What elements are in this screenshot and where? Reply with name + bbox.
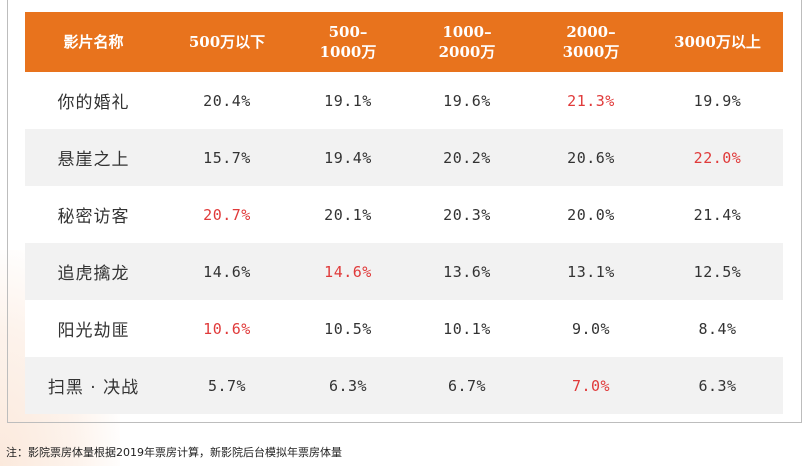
film-name-cell: 秘密访客 [25,186,162,243]
header-tier-under-500w: 500万以下 [162,12,292,72]
header-tier-1000-2000w: 1000– 2000万 [404,12,530,72]
share-cell: 20.0% [530,186,652,243]
table-row: 追虎擒龙 14.6% 14.6% 13.6% 13.1% 12.5% [25,243,783,300]
share-cell: 6.7% [404,357,530,414]
table-frame [7,0,802,423]
share-cell: 21.4% [652,186,783,243]
share-cell: 10.1% [404,300,530,357]
header-tier-500-1000w: 500– 1000万 [292,12,404,72]
share-cell: 6.3% [292,357,404,414]
header-film-name: 影片名称 [25,12,162,72]
table-row: 扫黑 · 决战 5.7% 6.3% 6.7% 7.0% 6.3% [25,357,783,414]
share-cell: 13.1% [530,243,652,300]
share-cell: 15.7% [162,129,292,186]
share-cell: 6.3% [652,357,783,414]
film-name-cell: 阳光劫匪 [25,300,162,357]
share-cell: 5.7% [162,357,292,414]
share-cell: 20.1% [292,186,404,243]
film-name-cell: 悬崖之上 [25,129,162,186]
share-cell: 7.0% [530,357,652,414]
table-row: 阳光劫匪 10.6% 10.5% 10.1% 9.0% 8.4% [25,300,783,357]
share-cell: 9.0% [530,300,652,357]
table-row: 秘密访客 20.7% 20.1% 20.3% 20.0% 21.4% [25,186,783,243]
header-tier-over-3000w: 3000万以上 [652,12,783,72]
share-cell: 20.7% [162,186,292,243]
share-cell: 12.5% [652,243,783,300]
table-header-row: 影片名称 500万以下 500– 1000万 1000– 2000万 2000– 30… [25,12,783,72]
header-tier-2000-3000w: 2000– 3000万 [530,12,652,72]
share-cell: 22.0% [652,129,783,186]
share-cell: 10.6% [162,300,292,357]
table-row: 悬崖之上 15.7% 19.4% 20.2% 20.6% 22.0% [25,129,783,186]
share-cell: 19.9% [652,72,783,129]
share-cell: 19.6% [404,72,530,129]
share-cell: 19.4% [292,129,404,186]
share-cell: 20.3% [404,186,530,243]
share-cell: 13.6% [404,243,530,300]
share-cell: 10.5% [292,300,404,357]
box-office-share-table: 影片名称 500万以下 500– 1000万 1000– 2000万 2000– 30… [25,12,783,414]
film-name-cell: 扫黑 · 决战 [25,357,162,414]
share-cell: 14.6% [292,243,404,300]
film-name-cell: 追虎擒龙 [25,243,162,300]
share-cell: 20.2% [404,129,530,186]
share-cell: 8.4% [652,300,783,357]
film-name-cell: 你的婚礼 [25,72,162,129]
share-cell: 20.6% [530,129,652,186]
footnote: 注：影院票房体量根据2019年票房计算，新影院后台模拟年票房体量 [6,446,342,459]
share-cell: 21.3% [530,72,652,129]
share-cell: 19.1% [292,72,404,129]
table-row: 你的婚礼 20.4% 19.1% 19.6% 21.3% 19.9% [25,72,783,129]
share-cell: 20.4% [162,72,292,129]
share-cell: 14.6% [162,243,292,300]
